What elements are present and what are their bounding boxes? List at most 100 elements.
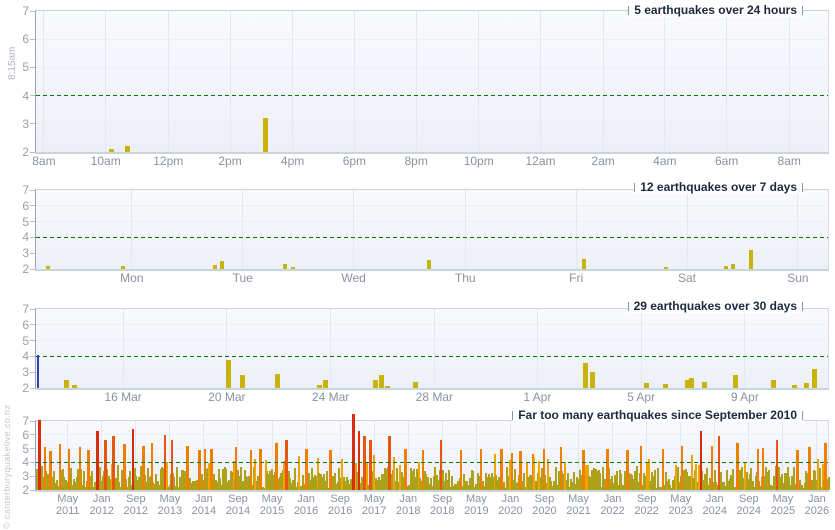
earthquake-bar[interactable]: [104, 440, 107, 490]
earthquake-bar[interactable]: [83, 471, 86, 490]
earthquake-bar[interactable]: [226, 359, 232, 388]
earthquake-bar[interactable]: [386, 466, 389, 490]
earthquake-bar[interactable]: [292, 479, 295, 490]
earthquake-bar[interactable]: [336, 482, 339, 490]
earthquake-bar[interactable]: [451, 475, 454, 490]
earthquake-bar[interactable]: [139, 465, 142, 490]
earthquake-bar[interactable]: [138, 476, 141, 490]
earthquake-bar[interactable]: [72, 478, 75, 490]
earthquake-bar[interactable]: [826, 478, 829, 490]
earthquake-bar[interactable]: [774, 466, 777, 490]
earthquake-bar[interactable]: [542, 448, 546, 490]
earthquake-bar[interactable]: [498, 477, 501, 490]
earthquake-bar[interactable]: [69, 468, 72, 490]
earthquake-bar[interactable]: [121, 469, 124, 490]
earthquake-bar[interactable]: [461, 485, 464, 490]
earthquake-bar[interactable]: [186, 445, 189, 490]
earthquake-bar[interactable]: [724, 486, 727, 490]
earthquake-bar[interactable]: [168, 484, 171, 490]
earthquake-bar[interactable]: [521, 481, 524, 490]
earthquake-bar[interactable]: [402, 476, 405, 490]
earthquake-bar[interactable]: [425, 473, 428, 490]
earthquake-bar[interactable]: [750, 468, 753, 490]
earthquake-bar[interactable]: [254, 459, 257, 490]
earthquake-bar[interactable]: [805, 471, 808, 490]
earthquake-bar[interactable]: [492, 477, 495, 490]
earthquake-bar[interactable]: [528, 475, 531, 490]
earthquake-bar[interactable]: [699, 430, 703, 490]
earthquake-bar[interactable]: [130, 485, 133, 490]
earthquake-bar[interactable]: [81, 485, 84, 490]
earthquake-bar[interactable]: [161, 467, 164, 490]
earthquake-bar[interactable]: [773, 475, 776, 490]
earthquake-bar[interactable]: [107, 476, 110, 490]
earthquake-bar[interactable]: [228, 479, 231, 490]
earthquake-bar[interactable]: [817, 458, 820, 490]
earthquake-bar[interactable]: [751, 481, 754, 490]
earthquake-bar[interactable]: [216, 481, 219, 490]
earthquake-bar[interactable]: [605, 487, 608, 490]
earthquake-bar[interactable]: [649, 481, 652, 490]
earthquake-bar[interactable]: [290, 482, 293, 490]
earthquake-bar[interactable]: [61, 468, 64, 490]
earthquake-bar[interactable]: [731, 468, 734, 490]
earthquake-bar[interactable]: [487, 473, 490, 490]
earthquake-bar[interactable]: [792, 467, 795, 490]
earthquake-bar[interactable]: [431, 486, 434, 490]
earthquake-bar[interactable]: [261, 487, 264, 490]
earthquake-bar[interactable]: [179, 476, 182, 490]
earthquake-bar[interactable]: [38, 419, 41, 490]
earthquake-bar[interactable]: [690, 454, 693, 490]
earthquake-bar[interactable]: [684, 469, 687, 490]
earthquake-bar[interactable]: [475, 484, 478, 490]
earthquake-bar[interactable]: [266, 470, 269, 490]
earthquake-bar[interactable]: [300, 486, 302, 490]
earthquake-bar[interactable]: [63, 476, 66, 490]
earthquake-bar[interactable]: [57, 485, 60, 490]
earthquake-bar[interactable]: [135, 476, 138, 490]
earthquake-bar[interactable]: [580, 475, 583, 490]
earthquake-bar[interactable]: [158, 484, 161, 490]
earthquake-bar[interactable]: [628, 472, 631, 490]
earthquake-bar[interactable]: [786, 467, 789, 490]
earthquake-bar[interactable]: [133, 467, 136, 490]
earthquake-bar[interactable]: [354, 463, 357, 490]
earthquake-bar[interactable]: [275, 443, 278, 490]
earthquake-bar[interactable]: [658, 487, 661, 490]
earthquake-bar[interactable]: [36, 354, 40, 388]
earthquake-bar[interactable]: [713, 470, 716, 490]
earthquake-bar[interactable]: [147, 468, 150, 490]
earthquake-bar[interactable]: [527, 477, 530, 490]
earthquake-bar[interactable]: [126, 486, 129, 490]
earthquake-bar[interactable]: [176, 466, 179, 490]
earthquake-bar[interactable]: [576, 476, 579, 490]
earthquake-bar[interactable]: [744, 461, 747, 490]
earthquake-bar[interactable]: [312, 476, 315, 490]
earthquake-bar[interactable]: [509, 459, 512, 490]
earthquake-bar[interactable]: [664, 472, 667, 490]
earthquake-bar[interactable]: [667, 478, 670, 490]
earthquake-bar[interactable]: [707, 485, 710, 490]
earthquake-bar[interactable]: [452, 485, 455, 490]
earthquake-bar[interactable]: [443, 481, 446, 490]
earthquake-bar[interactable]: [608, 468, 611, 490]
earthquake-bar[interactable]: [200, 473, 203, 490]
earthquake-bar[interactable]: [557, 471, 560, 490]
earthquake-bar[interactable]: [350, 479, 353, 490]
earthquake-bar[interactable]: [473, 487, 476, 490]
earthquake-bar[interactable]: [470, 469, 473, 490]
earthquake-bar[interactable]: [129, 471, 132, 490]
earthquake-bar[interactable]: [307, 473, 310, 490]
earthquake-bar[interactable]: [232, 461, 235, 490]
earthquake-bar[interactable]: [271, 468, 273, 490]
earthquake-bar[interactable]: [588, 475, 591, 490]
earthquake-bar[interactable]: [277, 478, 280, 490]
earthquake-bar[interactable]: [775, 440, 779, 490]
earthquake-bar[interactable]: [280, 473, 283, 490]
earthquake-bar[interactable]: [371, 471, 374, 490]
earthquake-bar[interactable]: [715, 481, 718, 490]
earthquake-bar[interactable]: [704, 473, 707, 490]
earthquake-bar[interactable]: [621, 484, 624, 490]
earthquake-bar[interactable]: [428, 484, 431, 490]
earthquake-bar[interactable]: [754, 476, 757, 490]
